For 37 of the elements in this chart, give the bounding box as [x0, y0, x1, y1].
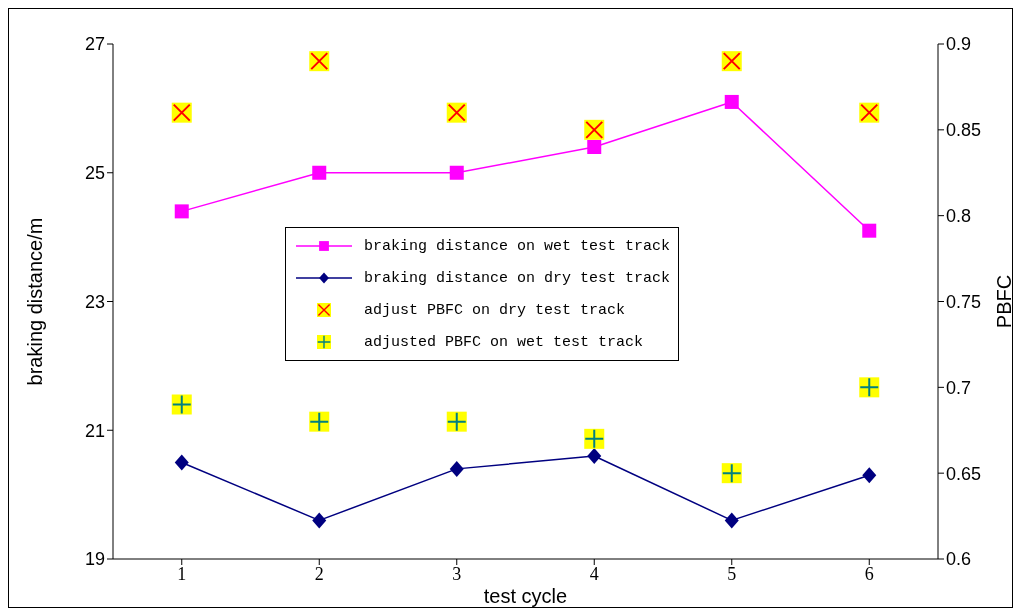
y2-tick-label: 0.65	[946, 463, 982, 484]
y-tick-label: 23	[84, 291, 105, 312]
y2-tick-label: 0.6	[946, 549, 972, 570]
x-tick-label: 1	[177, 563, 187, 584]
point	[724, 94, 739, 109]
legend-label: braking distance on wet test track	[364, 237, 671, 255]
legend-label: adjust PBFC on dry test track	[364, 301, 626, 319]
point	[862, 467, 877, 484]
x-tick-label: 5	[727, 563, 737, 584]
y-tick-label: 25	[84, 163, 105, 184]
y2-tick-label: 0.85	[946, 120, 982, 141]
point	[587, 448, 602, 464]
y-tick-label: 27	[84, 34, 105, 55]
x-tick-label: 6	[864, 563, 874, 584]
y2-tick-label: 0.8	[946, 206, 972, 227]
point	[862, 223, 877, 238]
point	[174, 204, 189, 219]
y-tick-label: 21	[84, 420, 105, 441]
point	[312, 512, 327, 529]
point	[312, 165, 327, 180]
x-tick-label: 2	[314, 563, 324, 584]
y2-tick-label: 0.9	[946, 34, 972, 55]
point	[724, 512, 739, 529]
legend-label: adjusted PBFC on wet test track	[364, 333, 644, 351]
point	[174, 454, 189, 471]
y2-axis-title: PBFC	[993, 274, 1016, 329]
y-axis-title: braking distance/m	[24, 217, 47, 386]
y2-tick-label: 0.7	[946, 377, 972, 398]
point	[587, 140, 602, 154]
point	[449, 460, 464, 477]
x-tick-label: 4	[589, 563, 599, 584]
legend-label: braking distance on dry test track	[364, 269, 671, 287]
point	[449, 165, 464, 180]
y-tick-label: 19	[84, 549, 105, 570]
x-axis-title: test cycle	[483, 585, 568, 607]
y2-tick-label: 0.75	[946, 291, 982, 312]
x-tick-label: 3	[452, 563, 462, 584]
